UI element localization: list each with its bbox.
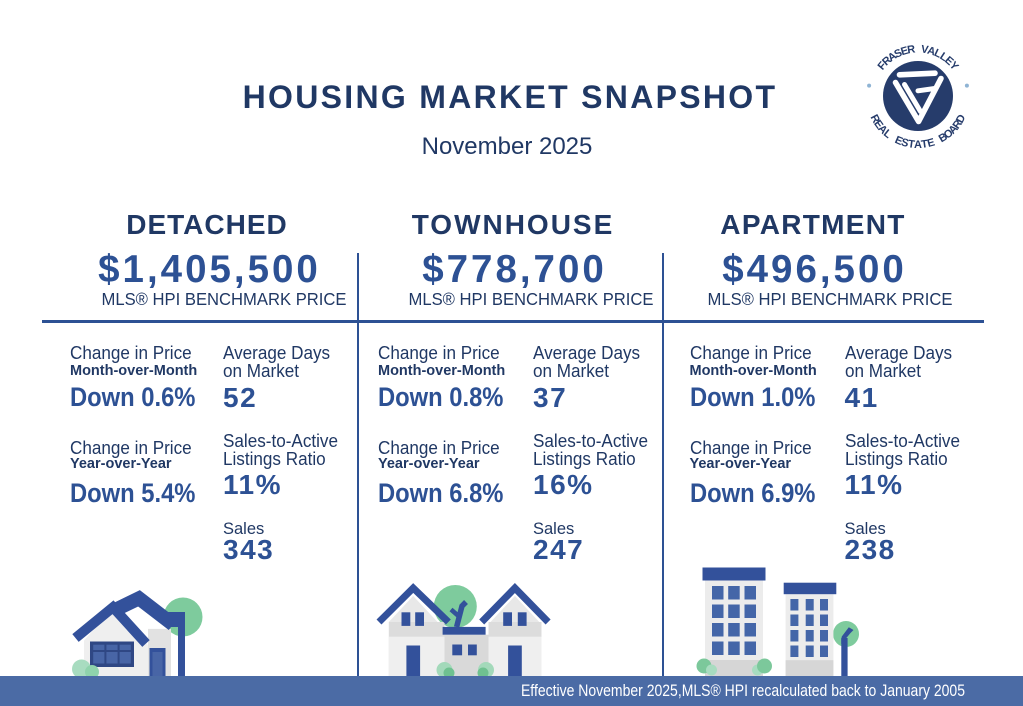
svg-text:A: A	[914, 139, 922, 151]
svg-text:E: E	[893, 134, 904, 148]
svg-text:S: S	[892, 47, 904, 61]
svg-text:T: T	[920, 138, 929, 151]
svg-text:E: E	[926, 136, 936, 150]
svg-text:V: V	[920, 44, 930, 57]
svg-text:S: S	[900, 136, 910, 150]
svg-text:E: E	[899, 45, 909, 59]
svg-text:L: L	[932, 47, 943, 61]
svg-text:T: T	[907, 138, 916, 151]
svg-text:R: R	[906, 43, 916, 56]
svg-text:A: A	[926, 45, 937, 59]
